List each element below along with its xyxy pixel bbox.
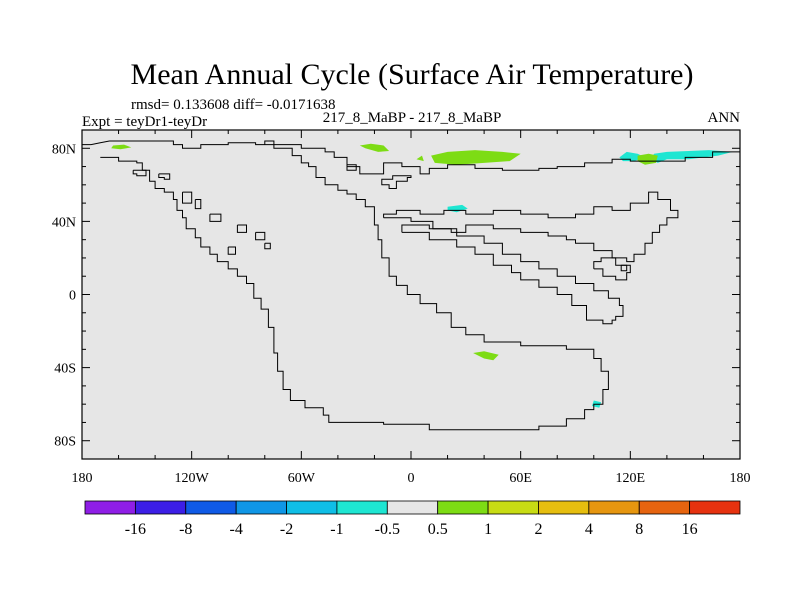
coastline-16: [346, 164, 357, 171]
season-label: ANN: [708, 110, 741, 126]
coastline-2: [381, 175, 412, 189]
anomaly-region-arctic-green-small: [416, 155, 424, 162]
colorbar-swatch: [185, 500, 237, 515]
colorbar-swatch: [336, 500, 388, 515]
colorbar-swatch: [386, 500, 439, 515]
y-tick-label: 80S: [54, 435, 76, 450]
colorbar-label: 1: [484, 521, 492, 538]
coastline-15: [227, 246, 236, 255]
colorbar-label: -1: [330, 521, 343, 538]
coastline-10: [194, 199, 202, 210]
anomaly-region-southern-green: [473, 351, 499, 361]
colorbar: -16 -8 -4 -2 -1 -0.5 0.5 1 2 4 8 16: [84, 500, 741, 538]
coastline-3: [383, 191, 679, 263]
coastline-6: [620, 264, 628, 272]
coastline-13: [255, 231, 266, 241]
y-tick-label: 40S: [54, 362, 76, 377]
anomaly-region-arctic-green-west: [111, 144, 132, 150]
colorbar-swatch: [638, 500, 691, 515]
x-tick-label: 180: [72, 471, 93, 486]
colorbar-label: 0.5: [428, 521, 448, 538]
chart-title: Mean Annual Cycle (Surface Air Temperatu…: [131, 58, 694, 91]
y-tick-label: 0: [69, 289, 76, 304]
x-tick-label: 120E: [616, 471, 646, 486]
y-axis: 80N 40N 0 40S 80S: [52, 129, 740, 460]
coastline-7: [132, 169, 147, 177]
colorbar-label: -4: [229, 521, 242, 538]
coastline-8: [158, 173, 171, 180]
x-tick-label: 0: [408, 471, 415, 486]
colorbar-label: -16: [125, 521, 146, 538]
coastline-11: [209, 213, 222, 222]
colorbar-swatch: [286, 500, 338, 515]
coastline-0: [82, 140, 740, 175]
anomaly-region-siberia-green: [637, 153, 658, 165]
anomaly-region-greenland-green: [359, 143, 390, 152]
coastline-5: [593, 257, 631, 281]
x-tick-label: 60W: [288, 471, 316, 486]
colorbar-swatch: [134, 500, 187, 515]
colorbar-swatch: [588, 500, 640, 515]
colorbar-label: -0.5: [375, 521, 400, 538]
colorbar-swatch: [689, 500, 741, 515]
colorbar-label: 16: [682, 521, 698, 538]
colorbar-label: 8: [635, 521, 643, 538]
x-tick-label: 180: [730, 471, 751, 486]
center-label: 217_8_MaBP - 217_8_MaBP: [323, 110, 502, 126]
coastline-9: [182, 191, 193, 204]
colorbar-label: 4: [585, 521, 593, 538]
colorbar-swatch: [84, 500, 136, 515]
colorbar-swatch: [437, 500, 489, 515]
coastline-1: [100, 140, 609, 431]
experiment-label: Expt = teyDr1-teyDr: [82, 114, 207, 130]
anomaly-regions: [111, 143, 733, 408]
coastline-12: [236, 224, 247, 233]
stats-label: rmsd= 0.133608 diff= -0.0171638: [131, 97, 336, 113]
y-tick-label: 40N: [52, 215, 76, 230]
anomaly-region-barents-green: [431, 150, 521, 165]
y-tick-label: 80N: [52, 142, 76, 157]
x-tick-label: 120W: [175, 471, 210, 486]
colorbar-label: 2: [534, 521, 542, 538]
colorbar-swatch: [235, 500, 287, 515]
colorbar-swatch: [487, 500, 539, 515]
map-plot-area: [81, 129, 741, 460]
coastline-14: [264, 242, 271, 250]
colorbar-label: -8: [179, 521, 192, 538]
colorbar-swatch: [538, 500, 590, 515]
colorbar-label: -2: [280, 521, 293, 538]
coastlines: [82, 140, 740, 431]
coastline-4: [401, 224, 624, 325]
x-tick-label: 60E: [509, 471, 532, 486]
x-axis: 180 120W 60W 0 60E 120E 180: [72, 130, 751, 486]
